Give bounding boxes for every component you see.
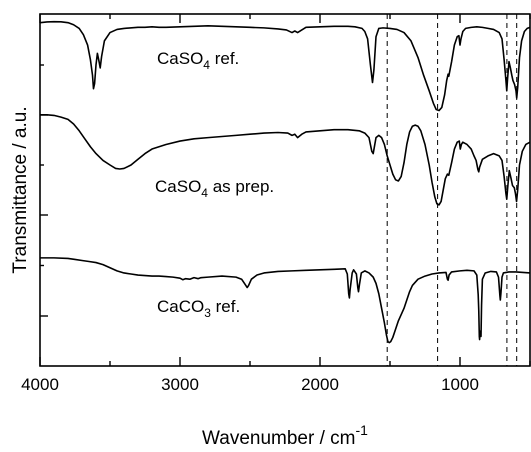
x-axis-title: Wavenumber / cm-1 [202,422,368,449]
x-tick-label-1000: 1000 [441,375,479,394]
y-axis [40,64,48,317]
series-label-2: CaSO4 as prep. [155,177,274,200]
series-line-3 [40,257,531,344]
series-label-2-part-1: 4 [201,186,208,200]
series-label-1: CaSO4 ref. [157,49,239,72]
series-group [39,20,531,344]
series-line-2 [40,114,531,206]
series-labels: CaSO4 ref.CaSO4 as prep.CaCO3 ref. [155,49,274,320]
series-label-2-part-2: as prep. [208,177,274,196]
x-tick-label-3000: 3000 [161,375,199,394]
x-axis: 4000 3000 2000 1000 [21,14,531,394]
series-label-3-part-0: CaCO [157,297,204,316]
series-label-1-part-2: ref. [210,49,239,68]
series-label-2-part-0: CaSO [155,177,201,196]
x-tick-label-4000: 4000 [21,375,59,394]
x-axis-title-superscript: -1 [356,422,369,438]
reference-lines [386,14,518,366]
series-label-1-part-1: 4 [203,58,210,72]
x-tick-label-2000: 2000 [301,375,339,394]
series-label-3: CaCO3 ref. [157,297,240,320]
series-label-3-part-1: 3 [204,306,211,320]
x-axis-title-text: Wavenumber / cm [202,428,355,449]
y-axis-title: Transmittance / a.u. [10,106,31,273]
series-label-3-part-2: ref. [211,297,240,316]
series-label-1-part-0: CaSO [157,49,203,68]
plot-frame [39,13,531,367]
series-line-1 [39,20,531,112]
